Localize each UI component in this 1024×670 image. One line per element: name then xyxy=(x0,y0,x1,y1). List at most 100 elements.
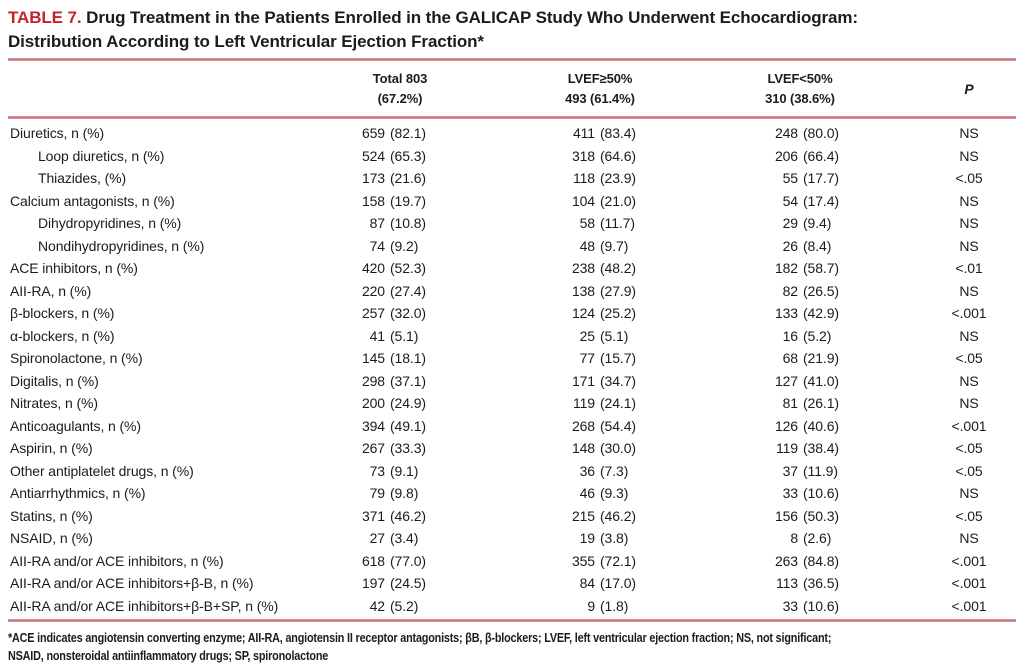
percent-value: (17.0) xyxy=(600,575,636,591)
lvef-lt50-cell: 156 (50.3) xyxy=(720,505,880,528)
percent-value: (30.0) xyxy=(600,440,636,456)
row-label: Anticoagulants, n (%) xyxy=(10,417,141,434)
percent-value: (36.5) xyxy=(803,575,839,591)
row-label: AII-RA and/or ACE inhibitors+β-B+SP, n (… xyxy=(10,597,279,614)
row-label: Calcium antagonists, n (%) xyxy=(10,192,175,209)
total-cell: 74 (9.2) xyxy=(320,235,480,258)
count-value: 263 xyxy=(774,552,798,569)
percent-value: (24.9) xyxy=(390,395,426,411)
count-value: 148 xyxy=(571,440,595,456)
count-value: 133 xyxy=(774,305,798,321)
p-value-cell: <.001 xyxy=(951,597,987,614)
row-label: β-blockers, n (%) xyxy=(10,305,115,321)
lvef-ge50-cell: 171 (34.7) xyxy=(480,370,720,393)
percent-value: (84.8) xyxy=(803,552,839,569)
count-value: 127 xyxy=(774,372,798,389)
count-value: 145 xyxy=(361,350,385,366)
count-value: 298 xyxy=(361,372,385,389)
count-value: 33 xyxy=(782,485,798,501)
footnote: *ACE indicates angiotensin converting en… xyxy=(8,629,1020,665)
lvef-ge50-cell: 318 (64.6) xyxy=(480,145,720,168)
lvef-lt50-cell: 68 (21.9) xyxy=(720,347,880,370)
count-value: 81 xyxy=(782,395,798,411)
table-row: ACE inhibitors, n (%) 420 (52.3) 238 (48… xyxy=(8,257,1016,280)
percent-value: (72.1) xyxy=(600,552,636,569)
p-value-cell: NS xyxy=(959,395,979,411)
count-value: 173 xyxy=(361,170,385,186)
percent-value: (21.6) xyxy=(390,170,426,186)
table-row: NSAID, n (%) 27 (3.4) 19 (3.8) 8 (2.6) N… xyxy=(8,527,1016,550)
total-cell: 197 (24.5) xyxy=(320,572,480,595)
lvef-ge50-cell: 19 (3.8) xyxy=(480,527,720,550)
percent-value: (17.4) xyxy=(803,192,839,209)
lvef-lt50-cell: 16 (5.2) xyxy=(720,325,880,348)
percent-value: (27.9) xyxy=(600,282,636,299)
lvef-ge50-cell: 104 (21.0) xyxy=(480,190,720,213)
total-cell: 145 (18.1) xyxy=(320,347,480,370)
p-value-cell: NS xyxy=(959,237,979,254)
total-cell: 524 (65.3) xyxy=(320,145,480,168)
percent-value: (52.3) xyxy=(390,260,426,276)
p-value-cell: NS xyxy=(959,125,979,141)
row-label: Nondihydropyridines, n (%) xyxy=(38,237,205,254)
total-cell: 158 (19.7) xyxy=(320,190,480,213)
table-row: Digitalis, n (%) 298 (37.1) 171 (34.7) 1… xyxy=(8,370,1016,393)
lvef-ge50-cell: 118 (23.9) xyxy=(480,167,720,190)
percent-value: (5.2) xyxy=(390,597,419,614)
lvef-ge50-cell: 411 (83.4) xyxy=(480,122,720,145)
count-value: 113 xyxy=(775,575,798,591)
percent-value: (9.8) xyxy=(390,485,419,501)
percent-value: (5.1) xyxy=(600,327,629,344)
p-value-cell: NS xyxy=(959,372,979,389)
percent-value: (17.7) xyxy=(803,170,839,186)
count-value: 215 xyxy=(571,507,595,524)
count-value: 46 xyxy=(579,485,595,501)
percent-value: (77.0) xyxy=(390,552,426,569)
total-cell: 200 (24.9) xyxy=(320,392,480,415)
count-value: 659 xyxy=(361,125,385,141)
lvef-ge50-cell: 148 (30.0) xyxy=(480,437,720,460)
percent-value: (3.4) xyxy=(390,530,419,546)
row-label: AII-RA and/or ACE inhibitors+β-B, n (%) xyxy=(10,575,254,591)
row-label: Thiazides, (%) xyxy=(38,170,127,186)
count-value: 220 xyxy=(361,282,385,299)
count-value: 267 xyxy=(361,440,385,456)
percent-value: (8.4) xyxy=(803,237,832,254)
count-value: 158 xyxy=(361,192,385,209)
percent-value: (83.4) xyxy=(600,125,636,141)
count-value: 55 xyxy=(782,170,798,186)
percent-value: (58.7) xyxy=(803,260,839,276)
count-value: 25 xyxy=(579,327,595,344)
table-row: β-blockers, n (%) 257 (32.0) 124 (25.2) … xyxy=(8,302,1016,325)
row-label: ACE inhibitors, n (%) xyxy=(10,260,138,276)
p-value-cell: NS xyxy=(959,215,979,231)
percent-value: (48.2) xyxy=(600,260,636,276)
percent-value: (5.1) xyxy=(390,327,419,344)
table-row: AII-RA, n (%) 220 (27.4) 138 (27.9) 82 (… xyxy=(8,280,1016,303)
lvef-lt50-cell: 133 (42.9) xyxy=(720,302,880,325)
count-value: 257 xyxy=(361,305,385,321)
count-value: 104 xyxy=(571,192,595,209)
lvef-ge50-cell: 355 (72.1) xyxy=(480,550,720,573)
percent-value: (10.6) xyxy=(803,597,839,614)
lvef-ge50-cell: 268 (54.4) xyxy=(480,415,720,438)
row-label: Dihydropyridines, n (%) xyxy=(38,215,182,231)
total-cell: 420 (52.3) xyxy=(320,257,480,280)
count-value: 87 xyxy=(369,215,385,231)
table-row: Calcium antagonists, n (%) 158 (19.7) 10… xyxy=(8,190,1016,213)
percent-value: (18.1) xyxy=(390,350,426,366)
percent-value: (25.2) xyxy=(600,305,636,321)
p-value-cell: <.001 xyxy=(951,417,987,434)
percent-value: (9.1) xyxy=(390,462,419,479)
count-value: 26 xyxy=(782,237,798,254)
col-header-total: Total 803 (67.2%) xyxy=(372,71,428,106)
percent-value: (37.1) xyxy=(390,372,426,389)
row-label: Nitrates, n (%) xyxy=(10,395,98,411)
lvef-lt50-cell: 33 (10.6) xyxy=(720,482,880,505)
total-cell: 220 (27.4) xyxy=(320,280,480,303)
count-value: 68 xyxy=(782,350,798,366)
lvef-lt50-cell: 126 (40.6) xyxy=(720,415,880,438)
p-value-cell: <.05 xyxy=(955,440,983,456)
count-value: 238 xyxy=(571,260,595,276)
lvef-lt50-cell: 263 (84.8) xyxy=(720,550,880,573)
